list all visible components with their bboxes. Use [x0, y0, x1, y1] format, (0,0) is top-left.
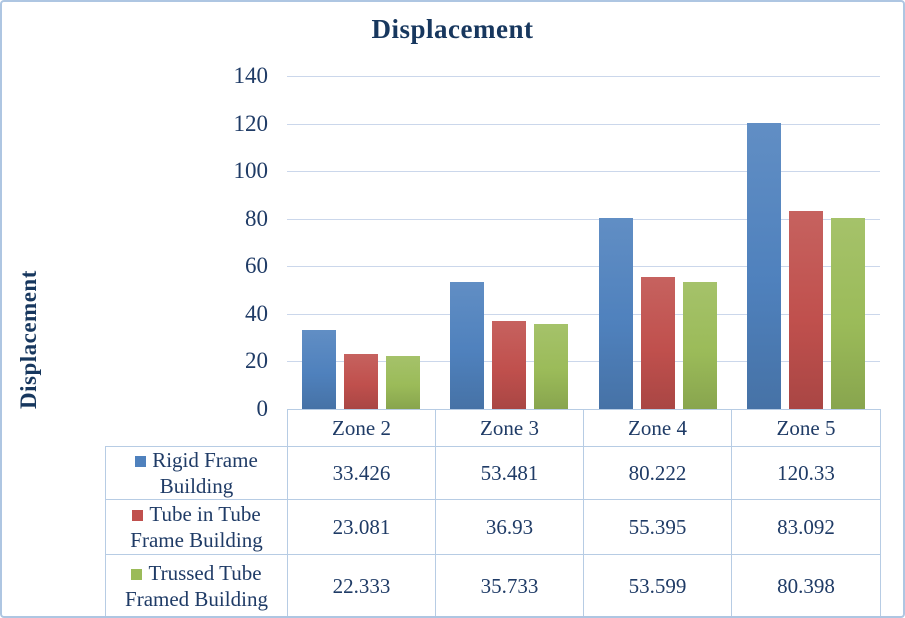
- value-cell-trussed-tube-framed-building-zone-4: 53.599: [583, 554, 732, 616]
- plot-area: [287, 76, 880, 409]
- y-tick-label-40: 40: [245, 300, 268, 326]
- bar-group-zone-4: [584, 76, 732, 409]
- gridline-140: [287, 76, 880, 77]
- value-cell-trussed-tube-framed-building-zone-3: 35.733: [435, 554, 584, 616]
- bar-rigid-frame-building-zone-5: [746, 122, 781, 409]
- bar-tube-in-tube-frame-building-zone-5: [788, 211, 823, 409]
- y-axis-ticks: 0 20 40 60 80 100 120 140: [188, 2, 269, 616]
- table-corner-empty-cell: [106, 410, 288, 447]
- legend-cell-rigid-frame-building: Rigid Frame Building: [105, 446, 288, 500]
- y-tick-label-120: 120: [233, 110, 269, 136]
- gridline-60: [287, 266, 880, 268]
- table-row: Rigid Frame Building 33.426 53.481 80.222 12…: [105, 446, 881, 500]
- gridline-80: [287, 218, 880, 220]
- legend-swatch-icon: [135, 456, 147, 467]
- gridline-100: [287, 171, 880, 173]
- value-cell-trussed-tube-framed-building-zone-5: 80.398: [731, 554, 881, 616]
- legend-cell-tube-in-tube-frame-building: Tube in Tube Frame Building: [105, 499, 288, 555]
- value-cell-rigid-frame-building-zone-5: 120.33: [731, 446, 881, 500]
- series-name: Trussed Tube Framed Building: [125, 560, 268, 611]
- gridline-40: [287, 313, 880, 315]
- y-tick-label-140: 140: [233, 63, 269, 88]
- y-tick-label-20: 20: [245, 348, 268, 374]
- gridline-20: [287, 361, 880, 363]
- category-header-zone-3: Zone 3: [435, 409, 584, 447]
- bar-rigid-frame-building-zone-3: [450, 281, 485, 409]
- table-row: Tube in Tube Frame Building 23.081 36.93 55…: [105, 499, 881, 555]
- category-header-zone-5: Zone 5: [731, 409, 881, 447]
- table-row: Trussed Tube Framed Building 22.333 35.733…: [105, 554, 881, 616]
- bar-groups: [287, 76, 880, 409]
- value-cell-rigid-frame-building-zone-2: 33.426: [287, 446, 436, 500]
- value-cell-rigid-frame-building-zone-3: 53.481: [435, 446, 584, 500]
- y-tick-label-0: 0: [256, 396, 269, 421]
- value-cell-tube-in-tube-frame-building-zone-2: 23.081: [287, 499, 436, 555]
- y-tick-label-60: 60: [245, 253, 268, 279]
- bar-trussed-tube-framed-building-zone-2: [386, 355, 421, 409]
- legend-swatch-icon: [131, 568, 143, 580]
- bar-trussed-tube-framed-building-zone-4: [682, 281, 717, 409]
- bar-group-zone-2: [287, 76, 435, 409]
- bar-trussed-tube-framed-building-zone-3: [534, 324, 569, 409]
- value-cell-trussed-tube-framed-building-zone-2: 22.333: [287, 554, 436, 616]
- value-cell-rigid-frame-building-zone-4: 80.222: [583, 446, 732, 500]
- legend-cell-trussed-tube-framed-building: Trussed Tube Framed Building: [105, 554, 288, 616]
- value-cell-tube-in-tube-frame-building-zone-5: 83.092: [731, 499, 881, 555]
- y-tick-label-80: 80: [245, 205, 268, 231]
- bar-tube-in-tube-frame-building-zone-3: [492, 321, 527, 409]
- bar-group-zone-3: [435, 76, 583, 409]
- gridline-120: [287, 123, 880, 125]
- series-name: Rigid Frame Building: [152, 448, 258, 498]
- y-axis-title: Displacement: [16, 270, 41, 409]
- value-cell-tube-in-tube-frame-building-zone-3: 36.93: [435, 499, 584, 555]
- category-header-zone-2: Zone 2: [287, 409, 436, 447]
- bar-rigid-frame-building-zone-4: [598, 218, 633, 409]
- series-name: Tube in Tube Frame Building: [130, 502, 263, 552]
- chart-title: Displacement: [371, 14, 534, 44]
- bar-tube-in-tube-frame-building-zone-4: [640, 277, 675, 409]
- bar-rigid-frame-building-zone-2: [302, 329, 337, 409]
- bar-trussed-tube-framed-building-zone-5: [830, 217, 865, 409]
- category-header-zone-4: Zone 4: [583, 409, 732, 447]
- bar-group-zone-5: [732, 76, 880, 409]
- y-tick-label-100: 100: [233, 158, 269, 184]
- legend-swatch-icon: [132, 510, 144, 521]
- data-table: Zone 2 Zone 3 Zone 4 Zone 5 Rigid Frame Buil…: [105, 409, 881, 616]
- value-cell-tube-in-tube-frame-building-zone-4: 55.395: [583, 499, 732, 555]
- bar-tube-in-tube-frame-building-zone-2: [344, 354, 379, 409]
